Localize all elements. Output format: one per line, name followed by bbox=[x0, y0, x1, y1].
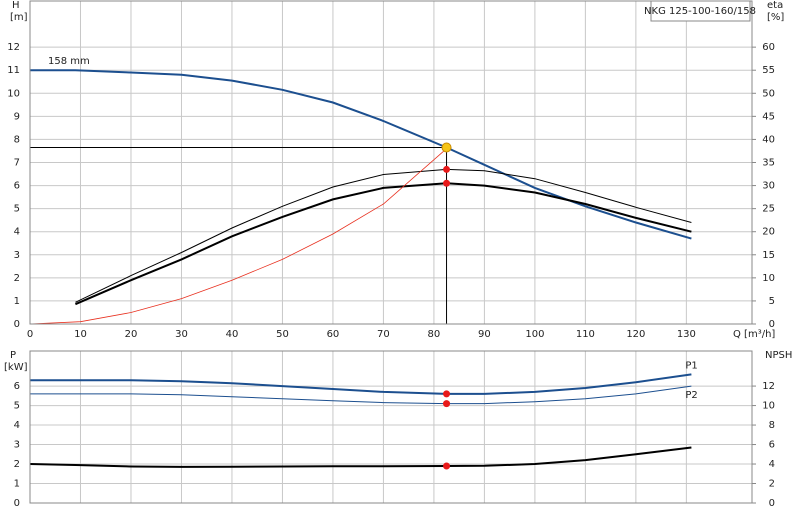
y-tick-label: 4 bbox=[14, 227, 20, 238]
plot-layer: 0 10 20 30 40 50 60 70 80 90 100 110 120 130012345678… bbox=[7, 1, 775, 509]
series-label: P1 bbox=[685, 360, 697, 371]
x-tick-label: 120 bbox=[626, 329, 645, 340]
y2-tick-label: 40 bbox=[762, 134, 775, 145]
y2-label: eta bbox=[767, 0, 783, 11]
y-tick-label: 12 bbox=[7, 42, 20, 53]
y-tick-label: 0 bbox=[14, 498, 20, 509]
title-box bbox=[650, 0, 751, 22]
y-tick-label: 1 bbox=[14, 479, 20, 490]
curve bbox=[29, 446, 692, 468]
duty-point bbox=[441, 142, 452, 153]
y2-tick-label: 12 bbox=[762, 381, 775, 392]
x-tick-label: 90 bbox=[478, 329, 491, 340]
y2-tick-label: 8 bbox=[769, 420, 775, 431]
y2-tick-label: 4 bbox=[769, 459, 775, 470]
duty-dot bbox=[443, 165, 451, 173]
y-tick-label: 6 bbox=[14, 381, 20, 392]
y-tick-label: 9 bbox=[14, 111, 20, 122]
y2-tick-label: 2 bbox=[769, 479, 775, 490]
y-tick-label: 2 bbox=[14, 273, 20, 284]
curve bbox=[75, 182, 692, 306]
y2-tick-label: 60 bbox=[762, 42, 775, 53]
x-tick-label: 60 bbox=[327, 329, 340, 340]
y-tick-label: 4 bbox=[14, 420, 20, 431]
y2-label: NPSH bbox=[765, 350, 792, 361]
curve bbox=[75, 168, 692, 303]
x-tick-label: 110 bbox=[576, 329, 595, 340]
x-tick-label: 30 bbox=[175, 329, 188, 340]
curve bbox=[30, 373, 692, 395]
chart-title: NKG 125-100-160/158 bbox=[644, 6, 756, 17]
y-unit: [kW] bbox=[4, 362, 28, 373]
y-tick-label: 10 bbox=[7, 88, 20, 99]
y2-tick-label: 5 bbox=[769, 296, 775, 307]
y2-tick-label: 10 bbox=[762, 273, 775, 284]
y-tick-label: 5 bbox=[14, 204, 20, 215]
x-tick-label: 100 bbox=[525, 329, 544, 340]
duty-dot bbox=[443, 390, 451, 398]
y2-tick-label: 35 bbox=[762, 158, 775, 169]
x-tick-label: 40 bbox=[226, 329, 239, 340]
x-tick-label: 10 bbox=[74, 329, 87, 340]
y2-tick-label: 50 bbox=[762, 88, 775, 99]
y-tick-label: 3 bbox=[14, 440, 20, 451]
y-tick-label: 8 bbox=[14, 134, 20, 145]
duty-dot bbox=[443, 179, 451, 187]
x-tick-label: 50 bbox=[276, 329, 289, 340]
duty-dot bbox=[443, 400, 451, 408]
y-tick-label: 1 bbox=[14, 296, 20, 307]
y2-tick-label: 45 bbox=[762, 111, 775, 122]
y-label: H bbox=[12, 0, 20, 11]
y-tick-label: 3 bbox=[14, 250, 20, 261]
x-tick-label: 70 bbox=[377, 329, 390, 340]
y2-unit: [%] bbox=[767, 12, 784, 23]
top-frame bbox=[29, 0, 753, 325]
curve bbox=[29, 148, 447, 325]
y2-tick-label: 0 bbox=[769, 498, 775, 509]
y2-tick-label: 6 bbox=[769, 440, 775, 451]
y-tick-label: 11 bbox=[7, 65, 20, 76]
x-tick-label: 130 bbox=[677, 329, 696, 340]
y2-tick-label: 10 bbox=[762, 401, 775, 412]
bottom-frame bbox=[29, 350, 753, 504]
curve bbox=[30, 69, 692, 240]
x-tick-label: 80 bbox=[428, 329, 441, 340]
y-label: P bbox=[10, 350, 16, 361]
x-tick-label: 20 bbox=[125, 329, 138, 340]
y-tick-label: 0 bbox=[14, 319, 20, 330]
duty-dot bbox=[443, 462, 451, 470]
y-unit: [m] bbox=[10, 12, 28, 23]
annotation: 158 mm bbox=[48, 56, 90, 67]
y-tick-label: 7 bbox=[14, 158, 20, 169]
curve bbox=[30, 385, 692, 405]
y2-tick-label: 20 bbox=[762, 227, 775, 238]
y-tick-label: 6 bbox=[14, 181, 20, 192]
x-tick-label: 0 bbox=[27, 329, 33, 340]
y2-tick-label: 15 bbox=[762, 250, 775, 261]
y-tick-label: 2 bbox=[14, 459, 20, 470]
y2-tick-label: 25 bbox=[762, 204, 775, 215]
x-label: Q [m³/h] bbox=[733, 329, 775, 340]
y2-tick-label: 0 bbox=[769, 319, 775, 330]
y-tick-label: 5 bbox=[14, 401, 20, 412]
y2-tick-label: 55 bbox=[762, 65, 775, 76]
y2-tick-label: 30 bbox=[762, 181, 775, 192]
series-label: P2 bbox=[685, 390, 697, 401]
